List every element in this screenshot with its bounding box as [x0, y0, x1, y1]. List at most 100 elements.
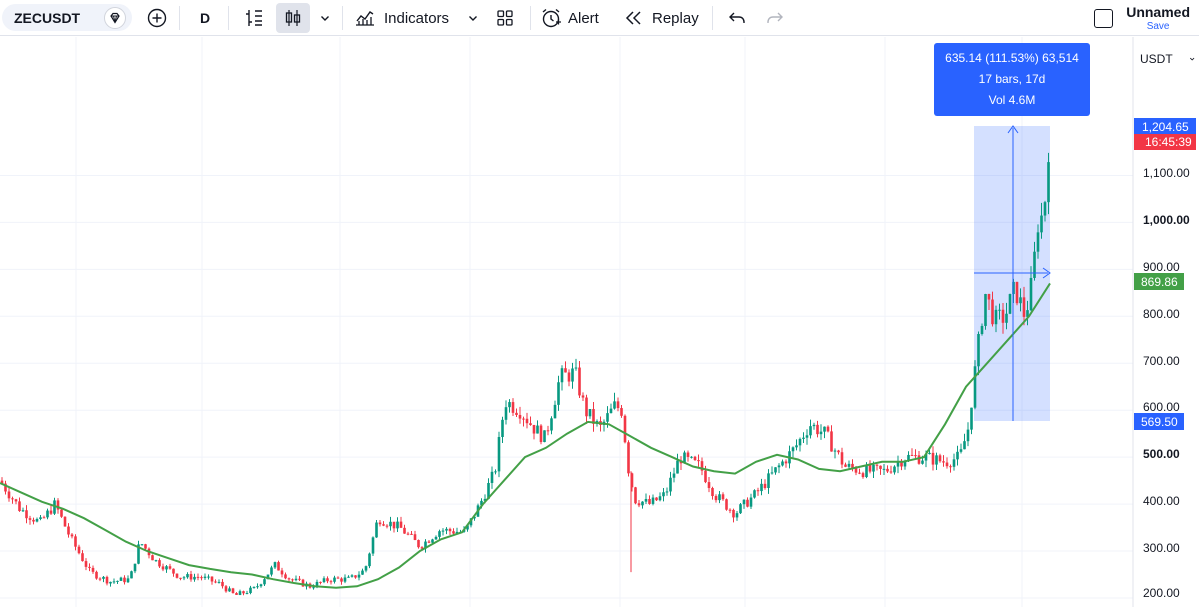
candle-body — [1019, 297, 1022, 304]
candle-body — [119, 577, 123, 581]
candle-body — [7, 491, 11, 499]
candle-body — [837, 450, 840, 453]
candle-body — [746, 499, 749, 507]
gem-icon[interactable] — [104, 7, 126, 29]
symbol-search[interactable]: ZECUSDT — [2, 4, 132, 31]
candle-body — [364, 566, 368, 571]
candle-body — [315, 581, 319, 588]
candle-body — [56, 500, 60, 510]
candle-body — [18, 501, 21, 512]
price-chart[interactable]: 1,100.00 1,000.00 900.00 800.00 700.00 6… — [0, 37, 1199, 607]
candle-body — [161, 566, 165, 570]
candle-body — [1036, 232, 1040, 252]
candle-body — [420, 547, 424, 549]
candle-body — [816, 424, 819, 435]
candle-body — [529, 423, 532, 426]
ma-value-tag: 869.86 — [1134, 273, 1184, 290]
candle-body — [455, 531, 459, 534]
square-icon — [1093, 8, 1113, 28]
undo-button[interactable] — [722, 3, 752, 33]
price-tick: 600.00 — [1143, 400, 1180, 414]
candle-body — [287, 578, 291, 580]
candle-body — [28, 518, 32, 520]
ma-value-label: 869.86 — [1141, 275, 1178, 289]
measure-arrows — [974, 125, 1051, 421]
rewind-icon — [625, 11, 641, 25]
candle-body — [945, 462, 949, 467]
candle-body — [641, 501, 644, 506]
candle-body — [60, 509, 63, 517]
candle-body — [385, 525, 389, 527]
candle-body — [280, 570, 284, 575]
indicators-button[interactable]: Indicators — [354, 3, 456, 33]
candle-body — [221, 581, 224, 587]
candle-body — [438, 531, 441, 537]
price-axis[interactable]: 1,100.00 1,000.00 900.00 800.00 700.00 6… — [1143, 166, 1190, 600]
candle-body — [39, 517, 42, 520]
replay-button[interactable]: Replay — [624, 3, 704, 33]
chart-type-dropdown[interactable] — [314, 3, 336, 33]
candle-body — [95, 571, 98, 579]
candle-body — [70, 534, 74, 537]
candle-body — [389, 521, 392, 527]
layout-title: Unnamed — [1126, 4, 1190, 20]
candle-body — [984, 293, 987, 326]
alert-button[interactable]: Alert — [540, 3, 610, 33]
candle-body — [259, 584, 263, 587]
indicators-label: Indicators — [384, 9, 450, 27]
candle-body — [574, 367, 578, 369]
candle-body — [525, 418, 529, 424]
save-link[interactable]: Save — [1146, 21, 1170, 32]
candle-body — [711, 488, 714, 497]
alert-label: Alert — [568, 9, 599, 27]
separator — [228, 6, 229, 30]
candle-body — [144, 544, 147, 549]
price-tick: 400.00 — [1143, 494, 1180, 508]
candle-body — [277, 562, 280, 571]
candle-body — [245, 593, 249, 595]
candle-body — [522, 418, 525, 420]
layout-checkbox[interactable] — [1090, 3, 1116, 33]
layout-name[interactable]: Unnamed Save — [1126, 4, 1190, 32]
symbol-label: ZECUSDT — [14, 9, 81, 26]
candle-body — [333, 577, 336, 582]
currency-select[interactable]: USDT — [1133, 44, 1195, 74]
plus-circle-icon — [147, 8, 167, 28]
candle-body — [466, 525, 469, 530]
candle-body — [606, 413, 609, 422]
candle-body — [718, 494, 721, 501]
candle-body — [819, 431, 823, 435]
candles-style-button[interactable] — [276, 3, 310, 33]
candle-body — [483, 498, 487, 501]
bar-style-button[interactable] — [238, 3, 270, 33]
bars-icon — [246, 10, 262, 26]
top-toolbar: ZECUSDT D Indicators Alert Replay — [0, 0, 1199, 36]
candle-body — [956, 451, 959, 460]
price-tick: 300.00 — [1143, 541, 1180, 555]
candle-body — [249, 587, 252, 594]
add-symbol-button[interactable] — [142, 3, 172, 33]
candle-body — [858, 472, 861, 474]
candle-body — [949, 466, 952, 468]
interval-button[interactable]: D — [199, 10, 211, 26]
candle-body — [490, 471, 494, 483]
candle-body — [368, 553, 371, 567]
candle-body — [172, 568, 175, 574]
separator — [342, 6, 343, 30]
chevron-down-icon — [321, 16, 329, 21]
candle-body — [137, 544, 140, 564]
candle-body — [396, 521, 399, 529]
layouts-button[interactable] — [490, 3, 520, 33]
redo-button[interactable] — [760, 3, 790, 33]
indicators-icon — [356, 11, 374, 26]
candle-body — [725, 499, 728, 510]
candle-body — [105, 576, 109, 584]
candle-body — [511, 402, 515, 413]
candle-body — [690, 456, 693, 458]
indicators-dropdown[interactable] — [464, 3, 482, 33]
chart-area[interactable]: 1,100.00 1,000.00 900.00 800.00 700.00 6… — [0, 37, 1199, 607]
candle-body — [361, 570, 364, 575]
candle-body — [980, 325, 984, 335]
candle-body — [683, 452, 686, 464]
candle-body — [728, 509, 732, 511]
